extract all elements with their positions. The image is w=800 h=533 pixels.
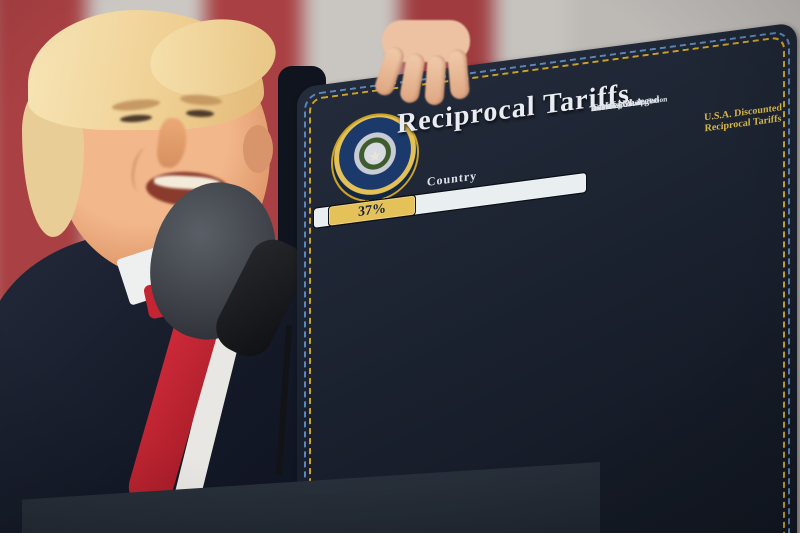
- hand-finger: [424, 54, 447, 106]
- eye-right: [185, 109, 215, 118]
- eyebrow-left: [111, 97, 161, 113]
- seal-star-icon: ★: [368, 147, 382, 167]
- hand-finger: [446, 48, 471, 100]
- eye-left: [119, 113, 153, 124]
- speaker-ear: [243, 125, 273, 173]
- nose: [155, 116, 189, 170]
- discounted-tariff-value: 37%: [358, 201, 386, 220]
- eyebrow-right: [179, 93, 223, 107]
- speaker-hand: [372, 20, 482, 110]
